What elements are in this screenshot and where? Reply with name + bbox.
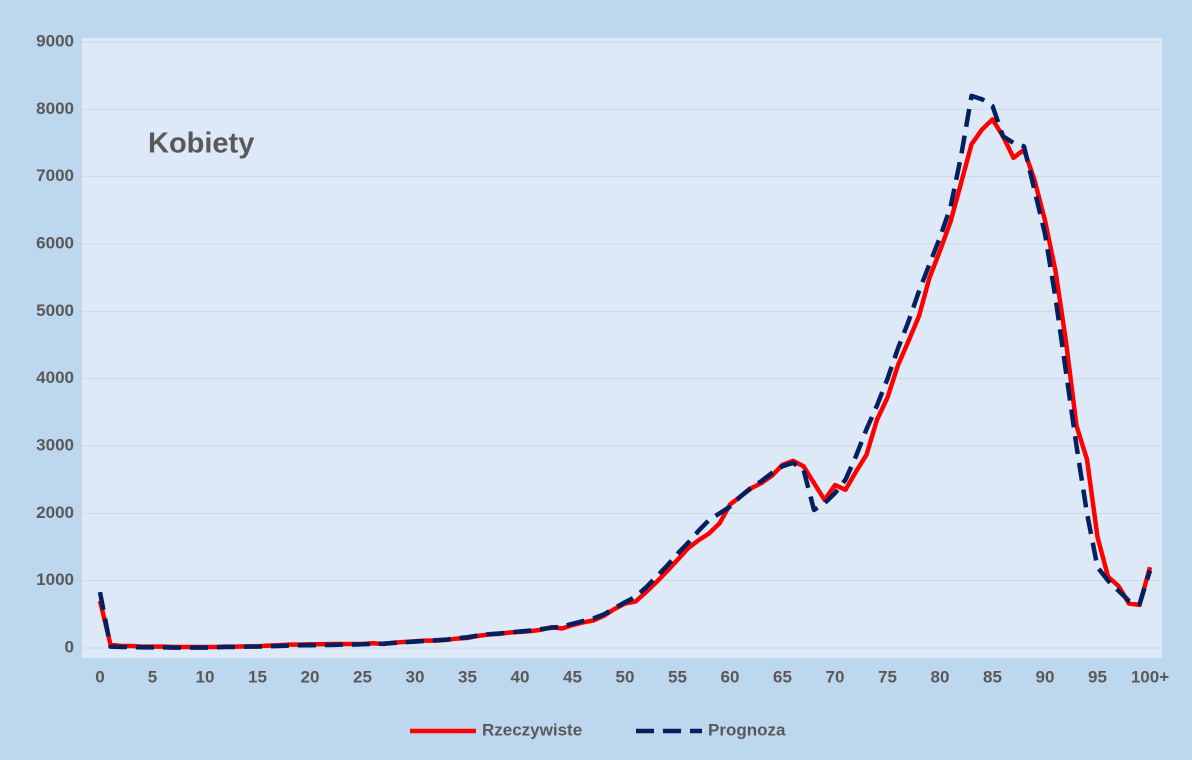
y-tick-label: 9000: [36, 31, 74, 50]
x-tick-label: 70: [826, 667, 845, 686]
x-tick-label: 45: [563, 667, 582, 686]
legend-label: Rzeczywiste: [482, 720, 582, 739]
x-tick-label: 65: [773, 667, 792, 686]
y-tick-label: 3000: [36, 435, 74, 454]
x-tick-label: 85: [983, 667, 1002, 686]
x-tick-label: 50: [616, 667, 635, 686]
series-line: [97, 93, 1153, 650]
y-tick-label: 7000: [36, 166, 74, 185]
y-tick-label: 1000: [36, 570, 74, 589]
x-tick-label: 35: [458, 667, 477, 686]
x-tick-label: 0: [95, 667, 104, 686]
y-tick-label: 0: [65, 637, 74, 656]
y-tick-label: 4000: [36, 368, 74, 387]
x-tick-label: 55: [668, 667, 687, 686]
x-tick-label: 75: [878, 667, 897, 686]
y-tick-label: 6000: [36, 233, 74, 252]
plot-area: [82, 38, 1162, 658]
x-tick-label: 20: [301, 667, 320, 686]
legend-label: Prognoza: [708, 720, 786, 739]
x-tick-label: 15: [248, 667, 267, 686]
x-tick-label: 40: [511, 667, 530, 686]
y-tick-label: 5000: [36, 301, 74, 320]
y-tick-label: 8000: [36, 99, 74, 118]
x-tick-label: 100+: [1131, 667, 1169, 686]
x-tick-label: 90: [1036, 667, 1055, 686]
x-tick-label: 95: [1088, 667, 1107, 686]
x-tick-label: 10: [196, 667, 215, 686]
y-tick-label: 2000: [36, 503, 74, 522]
x-tick-label: 5: [148, 667, 157, 686]
x-tick-label: 30: [406, 667, 425, 686]
x-tick-label: 25: [353, 667, 372, 686]
x-tick-label: 60: [721, 667, 740, 686]
x-tick-label: 80: [931, 667, 950, 686]
chart-title: Kobiety: [148, 128, 254, 160]
